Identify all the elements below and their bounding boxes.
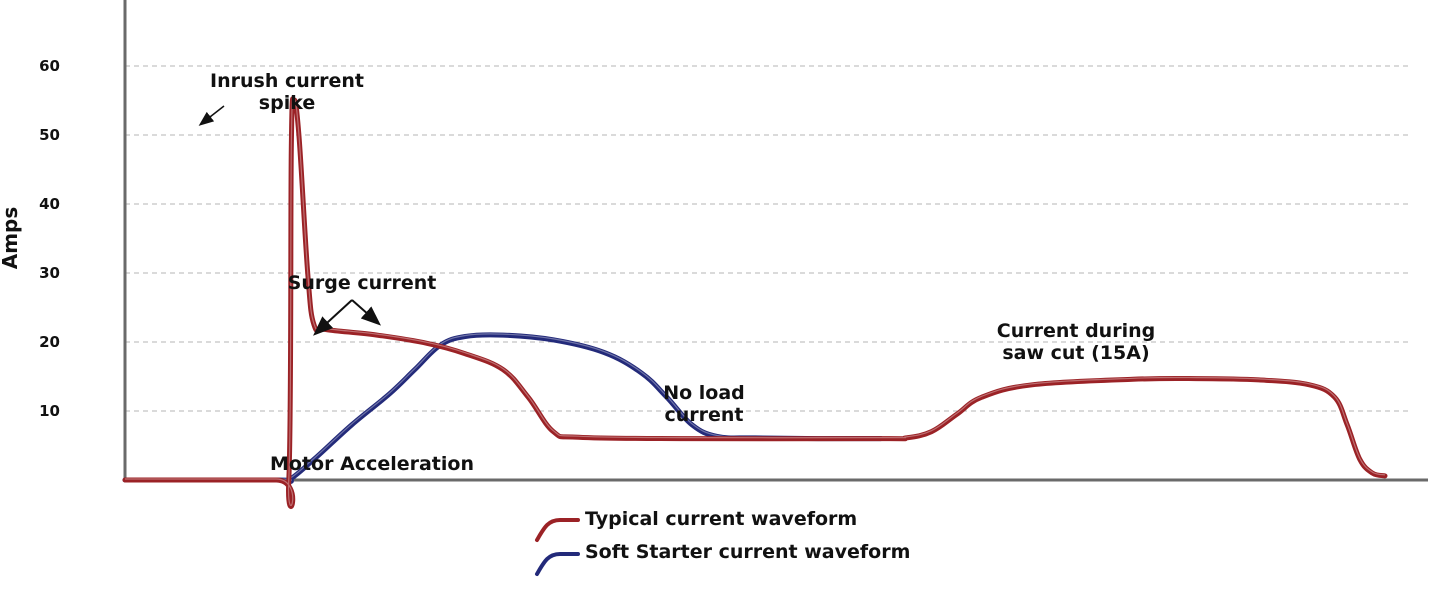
y-tick-label: 30 [39, 264, 60, 282]
no-load-annotation-line2: current [664, 404, 743, 426]
y-tick-label: 50 [39, 126, 60, 144]
saw-cut-annotation-line1: Current during [997, 320, 1155, 342]
inrush-annotation-line2: spike [259, 92, 315, 114]
y-axis-title: Amps [0, 207, 22, 270]
y-tick-label: 60 [39, 57, 60, 75]
legend-label-typical: Typical current waveform [585, 508, 857, 530]
legend-swatch-typical [537, 520, 578, 540]
y-tick-label: 20 [39, 333, 60, 351]
series-highlight-typical [125, 98, 1385, 506]
motor-acceleration-annotation: Motor Acceleration [270, 453, 474, 475]
series-layer [125, 98, 1385, 507]
legend: Typical current waveform Soft Starter cu… [537, 508, 910, 574]
inrush-arrow [201, 106, 224, 124]
y-tick-label: 10 [39, 402, 60, 420]
series-line-soft-starter [125, 335, 881, 482]
series-line-typical [125, 99, 1385, 507]
legend-swatch-soft-starter [537, 554, 578, 574]
legend-label-soft-starter: Soft Starter current waveform [585, 541, 910, 563]
y-tick-label: 40 [39, 195, 60, 213]
grid-layer [125, 66, 1408, 411]
saw-cut-annotation-line2: saw cut (15A) [1002, 342, 1149, 364]
surge-annotation: Surge current [288, 272, 437, 294]
no-load-annotation-line1: No load [663, 382, 745, 404]
inrush-annotation-line1: Inrush current [210, 70, 364, 92]
tick-layer: 10 20 30 40 50 60 [39, 57, 60, 420]
surge-arrow-right [352, 300, 378, 323]
series-highlight-soft-starter [125, 334, 881, 481]
